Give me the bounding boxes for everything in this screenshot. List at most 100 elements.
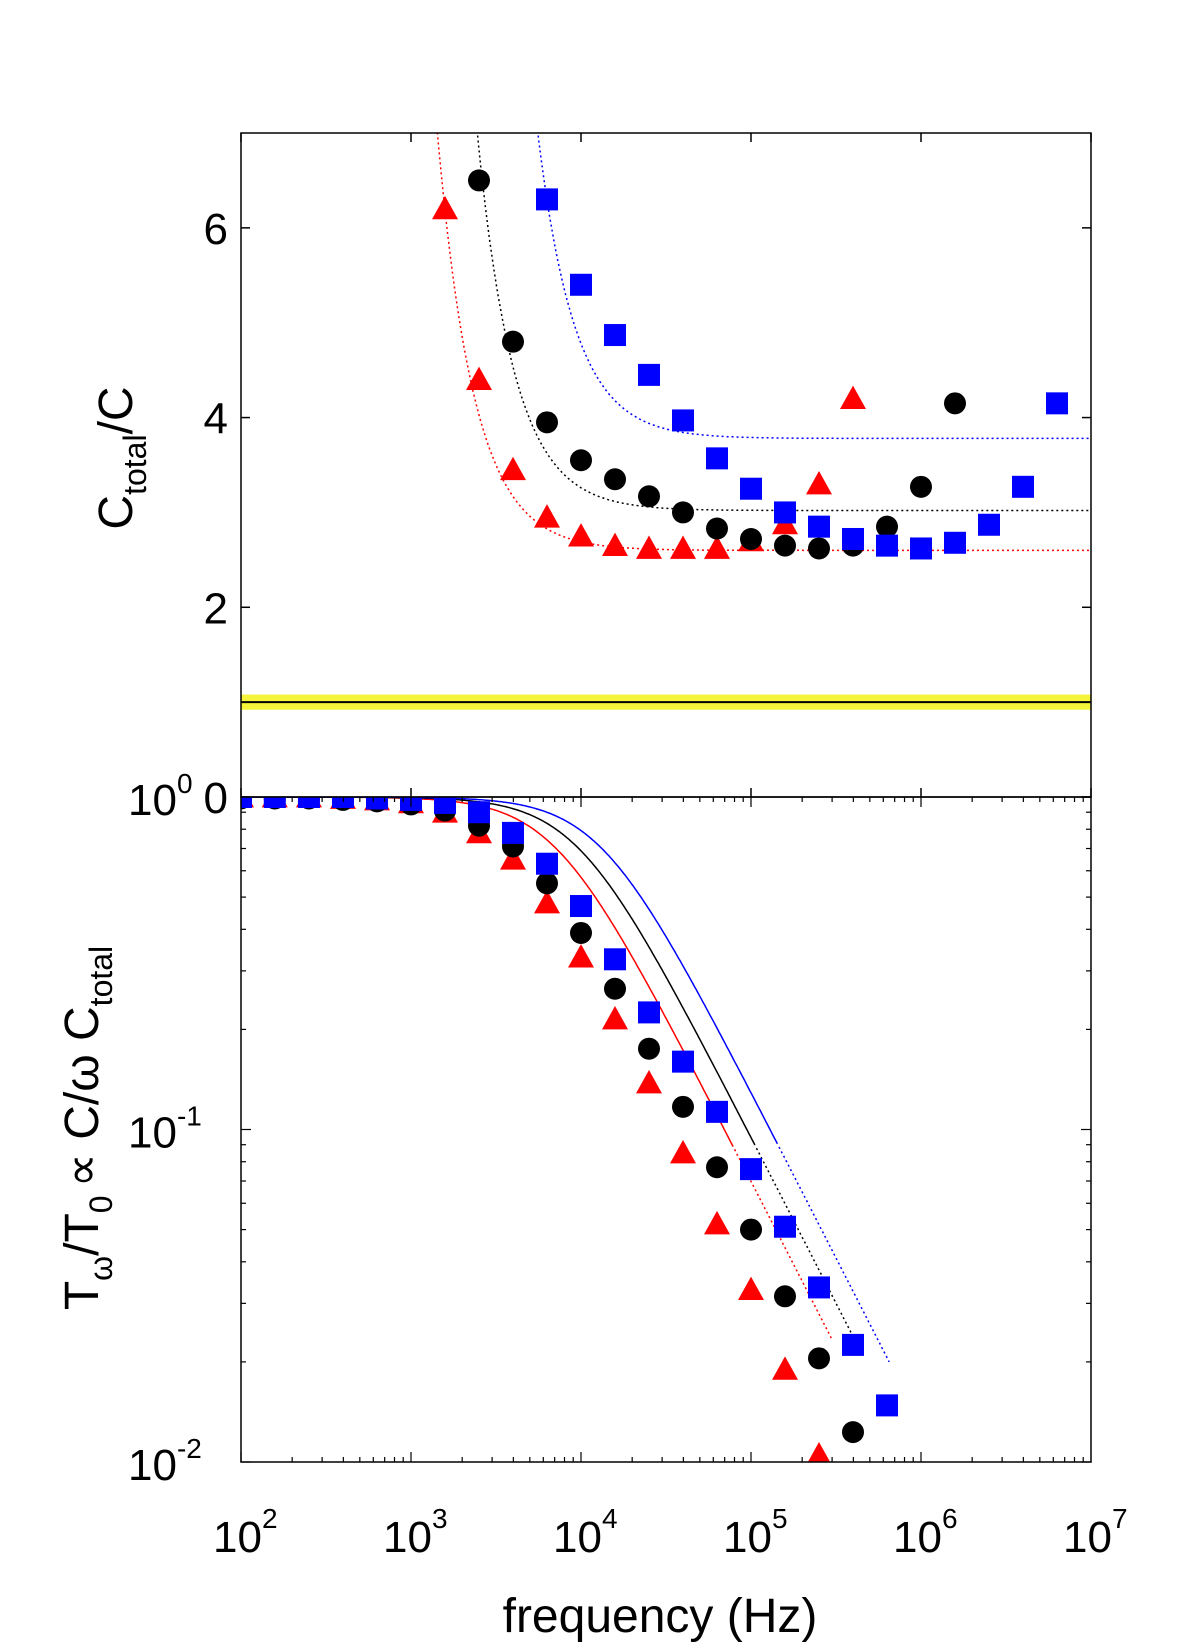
bottom-red-fit-solid <box>241 797 734 1147</box>
top-black-fit <box>476 133 1091 512</box>
bottom-squares-point <box>841 1333 864 1356</box>
top-y-tick-label: 0 <box>204 774 228 823</box>
top-squares-point <box>536 188 559 211</box>
top-circles-point <box>773 534 796 557</box>
bottom-triangles-point <box>771 1356 798 1380</box>
x-tick-label: 107 <box>1063 1503 1128 1562</box>
bottom-circles-point <box>706 1156 729 1179</box>
top-red-fit <box>436 133 1091 552</box>
bottom-triangles-point <box>636 1069 663 1094</box>
bottom-triangles-point <box>602 1005 629 1030</box>
top-y-tick-label: 4 <box>204 395 228 444</box>
bottom-triangles-point <box>534 889 561 914</box>
top-squares-point <box>638 363 661 386</box>
top-squares-point <box>672 409 695 432</box>
bottom-red-fit-dotted <box>733 1149 833 1341</box>
top-squares-point <box>1012 475 1034 498</box>
top-circles-point <box>944 392 966 415</box>
top-squares-point <box>808 515 831 538</box>
x-tick-label: 105 <box>723 1503 788 1562</box>
bottom-circles-point <box>570 921 592 944</box>
top-squares-point <box>875 534 898 557</box>
bottom-blue-fit-dotted <box>778 1146 890 1363</box>
top-circles-point <box>706 517 729 540</box>
bottom-blue-fit-solid <box>241 797 779 1145</box>
bottom-squares-point <box>773 1215 796 1238</box>
top-triangles-point <box>499 456 526 481</box>
top-triangles-point <box>602 532 629 557</box>
bottom-squares-point <box>740 1158 762 1181</box>
top-panel: 0 2 4 6 <box>204 132 1092 823</box>
bottom-squares-point <box>638 1001 661 1024</box>
top-y-axis-label: Ctotal/C <box>90 386 153 529</box>
top-triangles-point <box>568 523 594 547</box>
top-circles-point <box>808 537 831 560</box>
bottom-squares-point <box>604 948 627 971</box>
bottom-squares-point <box>501 821 524 844</box>
top-squares-point <box>773 501 796 524</box>
bottom-squares-point <box>672 1050 695 1073</box>
top-y-tick-label: 6 <box>204 205 228 254</box>
top-squares-point <box>570 273 592 296</box>
bottom-squares-point <box>468 801 491 824</box>
bottom-squares-point <box>241 797 252 808</box>
top-circles-point <box>910 475 932 498</box>
top-triangles-point <box>432 195 459 220</box>
top-circles-point <box>468 169 491 192</box>
bottom-triangles-point <box>499 846 526 870</box>
top-squares-point <box>978 513 1000 536</box>
x-tick-label: 103 <box>383 1503 448 1562</box>
top-circles-point <box>570 449 592 472</box>
top-circles-point <box>740 527 762 550</box>
bottom-circles-point <box>773 1285 796 1308</box>
top-squares-point <box>944 531 966 554</box>
top-squares-point <box>841 527 864 550</box>
bottom-squares-point <box>263 797 286 808</box>
top-squares-point <box>740 477 762 500</box>
top-triangles-point <box>806 470 833 495</box>
bottom-circles-point <box>536 872 559 895</box>
top-squares-point <box>706 447 729 470</box>
bottom-circles-point <box>672 1095 695 1118</box>
top-squares-point <box>1046 392 1068 415</box>
x-tick-label: 102 <box>213 1503 278 1562</box>
bottom-frame <box>240 796 1092 1463</box>
bottom-triangles-point <box>670 1139 697 1164</box>
bottom-circles-point <box>740 1218 762 1241</box>
top-plot-area <box>241 133 1091 710</box>
bottom-circles-point <box>638 1037 661 1060</box>
bottom-squares-point <box>331 797 354 808</box>
bottom-black-fit-solid <box>241 797 756 1146</box>
bottom-black-fit-dotted <box>755 1147 863 1355</box>
top-circles-point <box>501 330 524 353</box>
bottom-squares-point <box>366 797 389 810</box>
top-triangles-point <box>704 535 731 559</box>
bottom-squares-point <box>536 852 559 875</box>
top-triangles-point <box>670 535 697 559</box>
bottom-squares-point <box>808 1276 831 1299</box>
bottom-squares-point <box>297 797 320 808</box>
bottom-squares-point <box>706 1100 729 1123</box>
x-axis-label: frequency (Hz) <box>503 1590 818 1643</box>
top-y-tick-label: 2 <box>204 584 228 633</box>
x-tick-label: 104 <box>553 1503 618 1562</box>
top-blue-fit <box>537 133 1091 440</box>
x-tick-label: 106 <box>893 1503 958 1562</box>
bottom-y-axis-label: Tω/T0∝ C/ω Ctotal <box>56 946 119 1310</box>
top-triangles-point <box>466 366 493 391</box>
bottom-squares-point <box>875 1394 898 1417</box>
bottom-triangles-point <box>704 1210 731 1235</box>
bottom-circles-point <box>841 1421 864 1444</box>
top-circles-point <box>875 515 898 538</box>
bottom-squares-point <box>570 895 592 918</box>
top-squares-point <box>604 324 627 347</box>
bottom-squares-point <box>434 797 457 814</box>
top-triangles-point <box>534 504 561 528</box>
top-circles-point <box>604 468 627 491</box>
bottom-triangles-point <box>807 1441 831 1462</box>
top-circles-point <box>536 411 559 434</box>
top-circles-point <box>638 485 661 508</box>
top-squares-point <box>910 537 932 560</box>
